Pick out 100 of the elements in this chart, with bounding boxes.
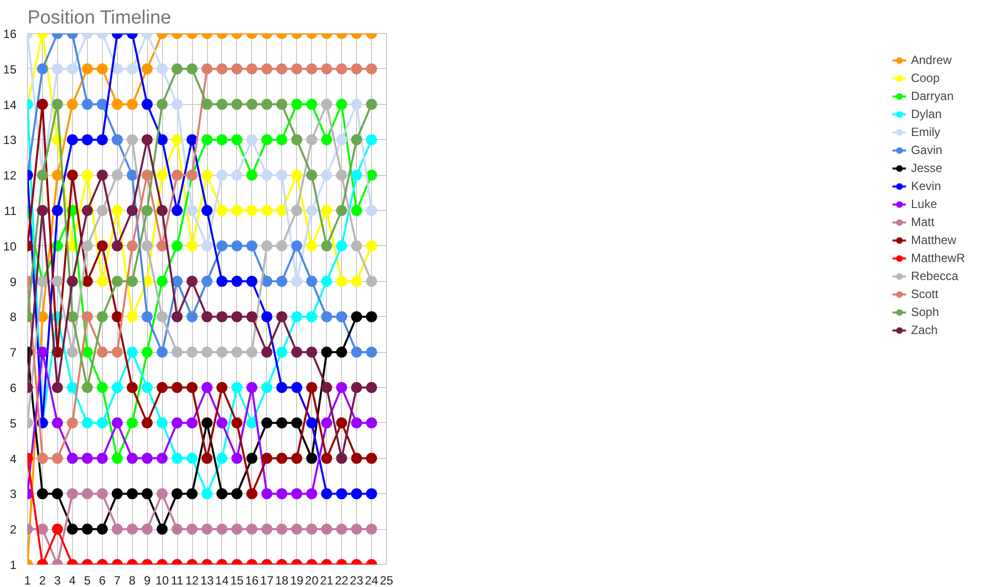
point [351,417,362,428]
point [231,311,242,322]
point [351,205,362,216]
point [351,98,362,110]
point [96,205,108,216]
point [336,452,348,464]
point [172,134,183,146]
point [172,276,183,287]
point [276,488,288,500]
point [306,346,318,358]
point [231,452,242,464]
point [186,134,198,146]
point [216,452,228,464]
point [82,311,93,322]
point [156,134,168,146]
point [291,170,302,181]
point [112,524,123,535]
legend-label: Rebecca [910,269,958,283]
point [246,452,258,464]
x-tick-label: 18 [275,574,289,587]
point [66,63,78,74]
point [66,170,78,181]
legend-label: Luke [910,197,937,211]
point [261,488,272,500]
legend-label: Scott [910,287,938,301]
point [156,205,168,216]
point [52,205,63,216]
point [66,488,78,500]
point [96,134,108,146]
x-tick-label: 7 [114,574,121,587]
point [261,240,272,252]
point [112,417,123,428]
point [186,63,198,74]
x-tick-label: 11 [170,574,184,587]
point [276,382,288,393]
point [321,276,332,287]
point [246,134,258,146]
point [52,98,63,110]
point [306,524,318,535]
point [216,276,228,287]
point [186,240,198,252]
point [52,170,63,181]
point [321,346,332,358]
point [306,452,318,464]
point [36,63,48,74]
point [142,311,153,322]
point [126,488,138,500]
point [36,488,48,500]
point [202,346,212,358]
point [351,382,362,393]
point [351,346,362,358]
x-tick-label: 10 [155,574,170,587]
point [82,170,93,181]
point [82,452,93,464]
point [172,98,183,110]
legend-label: Gavin [910,143,942,157]
point [366,311,378,322]
point [172,63,183,74]
x-tick-label: 12 [185,574,200,587]
point [126,382,138,393]
point [351,311,362,322]
point [82,417,93,428]
point [261,382,272,393]
point [96,417,108,428]
point [291,240,302,252]
point [142,452,153,464]
point [172,346,183,358]
x-tick-label: 5 [84,574,91,587]
point [172,205,183,216]
point [66,452,78,464]
y-tick-label: 1 [10,558,17,572]
point [112,98,123,110]
point [366,346,378,358]
x-tick-label: 20 [305,574,319,587]
point [231,205,242,216]
point [96,240,108,252]
point [306,98,318,110]
point [366,170,378,181]
point [321,488,332,500]
point [216,134,228,146]
point [336,311,348,322]
point [172,452,183,464]
point [202,417,212,428]
legend-label: Dylan [910,107,942,121]
point [202,524,212,535]
point [202,170,212,181]
point [306,63,318,74]
point [82,524,93,535]
point [126,240,138,252]
point [291,417,302,428]
point [276,170,288,181]
point [126,524,138,535]
point [156,98,168,110]
point [306,382,318,393]
point [36,452,48,464]
point [156,170,168,181]
point [231,276,242,287]
y-tick-label: 16 [3,27,17,41]
point [276,524,288,535]
y-tick-label: 3 [10,487,17,502]
